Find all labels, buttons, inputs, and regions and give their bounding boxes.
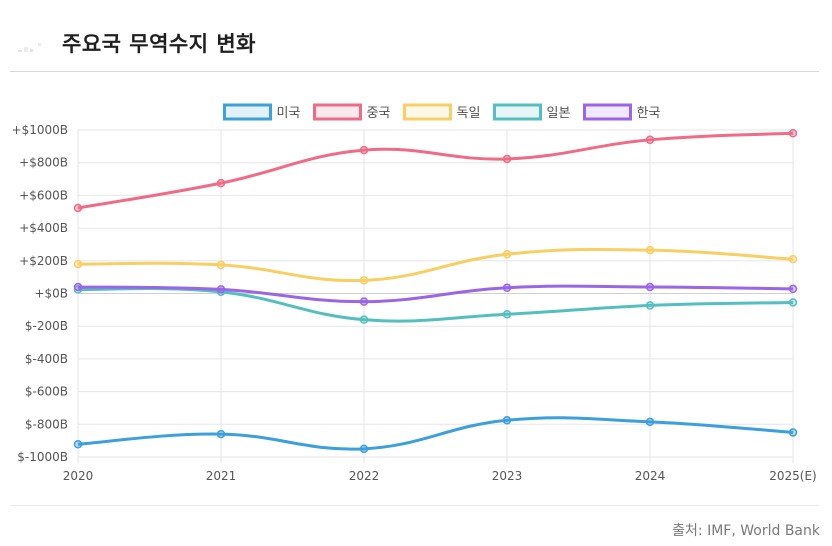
y-tick-label: +$1000B	[12, 123, 68, 137]
y-tick-label: +$0B	[34, 287, 68, 301]
legend-swatch	[403, 103, 452, 121]
legend-label: 중국	[367, 106, 391, 121]
data-point	[502, 154, 512, 164]
data-point	[645, 135, 655, 145]
y-tick-label: $-400B	[25, 352, 68, 366]
data-point	[216, 178, 226, 188]
x-tick-label: 2023	[492, 469, 523, 483]
legend-label: 미국	[277, 106, 301, 121]
y-tick-label: +$600B	[19, 188, 68, 202]
header-divider	[10, 71, 819, 72]
source-note: 출처: IMF, World Bank	[672, 523, 820, 539]
data-point	[216, 285, 226, 294]
data-point	[216, 429, 226, 439]
data-point	[359, 276, 369, 285]
page-title: 주요국 무역수지 변화	[62, 32, 257, 56]
legend-swatch	[313, 103, 362, 121]
logo-icon	[18, 43, 41, 52]
data-point	[73, 439, 83, 449]
data-point	[788, 254, 798, 264]
data-point	[645, 282, 655, 292]
x-tick-label: 2022	[349, 469, 380, 483]
legend-label: 독일	[457, 106, 481, 121]
y-tick-label: $-200B	[25, 319, 68, 333]
x-tick-label: 2021	[206, 469, 237, 483]
data-point	[359, 444, 369, 454]
series-line	[77, 284, 794, 304]
line-chart: +$1000B +$800B +$600B +$400B +$200B +$0B $-200…	[12, 103, 817, 483]
series-line	[77, 247, 794, 283]
legend-swatch	[223, 103, 272, 121]
legend-swatch	[583, 103, 632, 121]
data-point	[502, 415, 512, 425]
y-tick-label: $-1000B	[17, 450, 68, 464]
data-point	[645, 301, 655, 310]
footer-divider	[10, 505, 819, 506]
legend-label: 한국	[637, 106, 661, 121]
data-point	[788, 298, 798, 307]
data-point	[502, 310, 512, 319]
data-point	[73, 259, 83, 269]
y-tick-label: +$400B	[19, 221, 68, 235]
legend-label: 일본	[547, 106, 571, 121]
data-point	[788, 428, 798, 437]
x-tick-label: 2024	[635, 469, 666, 483]
data-point	[73, 282, 83, 292]
data-point	[788, 129, 798, 138]
series-line	[77, 416, 794, 451]
y-tick-label: $-800B	[25, 417, 68, 431]
data-point	[645, 245, 655, 255]
y-tick-label: +$800B	[19, 156, 68, 170]
data-point	[502, 250, 512, 259]
data-point	[788, 284, 798, 294]
data-point	[216, 260, 226, 270]
y-tick-label: $-600B	[25, 385, 68, 399]
x-tick-label: 2025(E)	[769, 469, 816, 483]
data-point	[645, 417, 655, 427]
data-point	[359, 145, 369, 155]
x-tick-label: 2020	[63, 469, 94, 483]
series-line	[77, 287, 794, 323]
data-point	[502, 283, 512, 293]
series-line	[77, 131, 794, 210]
y-tick-label: +$200B	[19, 254, 68, 268]
data-point	[359, 315, 369, 324]
data-point	[73, 203, 83, 213]
legend-swatch	[493, 103, 542, 121]
header: 주요국 무역수지 변화	[0, 0, 832, 72]
data-point	[359, 297, 369, 306]
